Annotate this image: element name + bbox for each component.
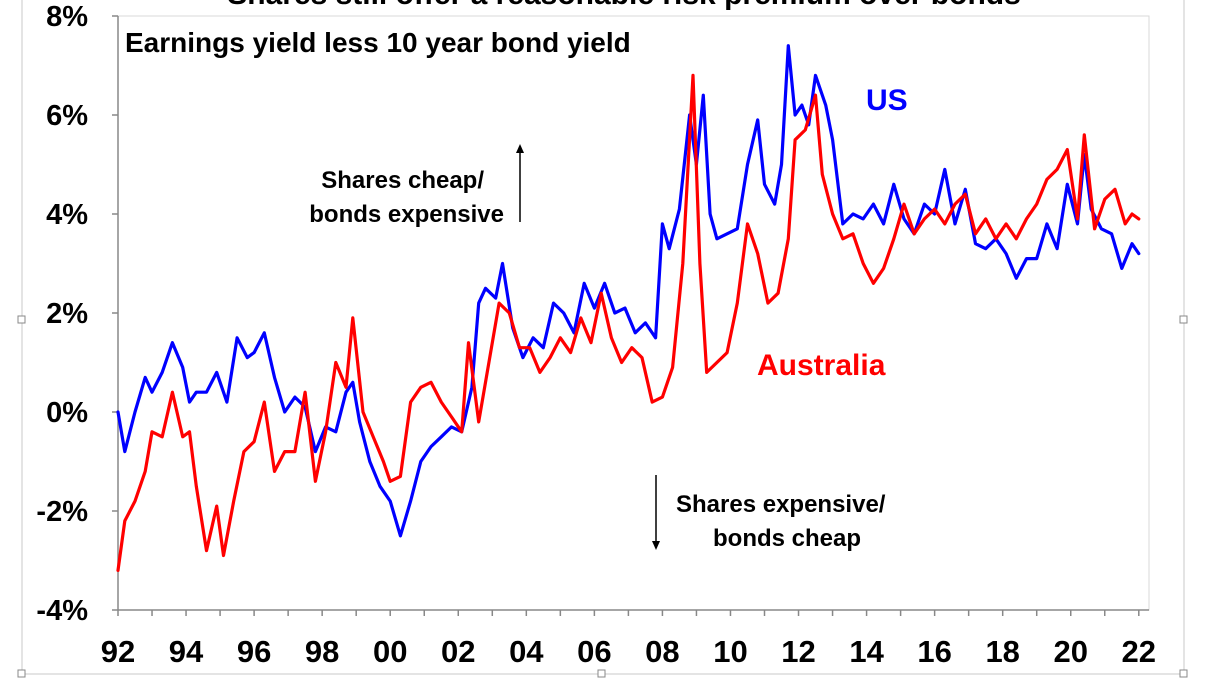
x-tick-label: 00	[373, 634, 407, 669]
y-axis: 8% 6% 4% 2% 0% -2% -4%	[36, 1, 119, 627]
x-tick-label: 12	[781, 634, 815, 669]
y-tick-label: -2%	[36, 496, 88, 528]
series-line-australia	[116, 73, 1141, 573]
annotation-shares-cheap-line2: bonds expensive	[309, 201, 504, 228]
y-tick-label: 4%	[46, 199, 88, 231]
series-lines	[116, 44, 1141, 573]
x-tick-label: 16	[917, 634, 951, 669]
y-tick-label: 6%	[46, 100, 88, 132]
x-tick-label: 18	[985, 634, 1019, 669]
x-tick-label: 06	[577, 634, 611, 669]
y-tick-label: 0%	[46, 397, 88, 429]
chart-title: Shares still offer a reasonable risk pre…	[227, 0, 1021, 11]
annotation-shares-expensive-line1: Shares expensive/	[676, 491, 886, 518]
x-tick-label: 02	[441, 634, 475, 669]
x-tick-label: 10	[713, 634, 747, 669]
series-label-us: US	[866, 84, 908, 117]
x-tick-label: 20	[1053, 634, 1087, 669]
x-tick-label: 08	[645, 634, 679, 669]
y-tick-label: 2%	[46, 298, 88, 330]
annotation-shares-expensive-line2: bonds cheap	[713, 525, 861, 552]
x-tick-label: 92	[101, 634, 135, 669]
frame-handle-left[interactable]	[17, 315, 26, 324]
x-tick-label: 98	[305, 634, 339, 669]
y-tick-label: 8%	[46, 1, 88, 33]
frame-handle-bottom-left[interactable]	[17, 669, 26, 678]
frame-handle-bottom-right[interactable]	[1179, 669, 1188, 678]
x-tick-label: 04	[509, 634, 544, 669]
y-tick-label: -4%	[36, 595, 88, 627]
frame-handle-bottom-mid[interactable]	[597, 669, 606, 678]
arrow-down-icon	[652, 475, 660, 550]
x-tick-label: 14	[849, 634, 884, 669]
plot-area	[117, 15, 1150, 611]
series-label-australia: Australia	[757, 349, 886, 382]
series-line-us	[116, 44, 1141, 538]
arrow-up-icon	[516, 144, 524, 222]
annotation-shares-cheap-line1: Shares cheap/	[321, 167, 484, 194]
x-tick-label: 94	[169, 634, 204, 669]
x-tick-label: 22	[1122, 634, 1156, 669]
chart-frame	[21, 0, 1185, 675]
frame-handle-right[interactable]	[1179, 315, 1188, 324]
chart-subtitle: Earnings yield less 10 year bond yield	[125, 27, 631, 58]
x-axis: 92 94 96 98 00 02 04 06 08 10 12 14 16 18 20 22	[101, 609, 1156, 669]
x-tick-label: 96	[237, 634, 271, 669]
